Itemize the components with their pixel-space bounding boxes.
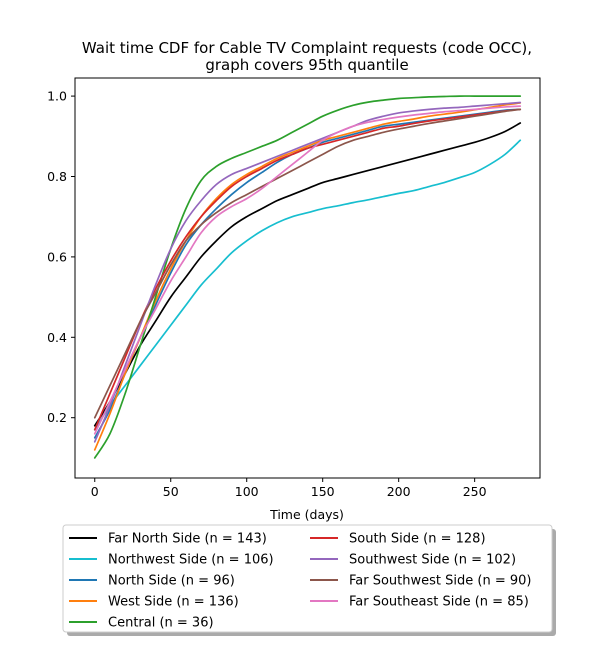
x-tick-label-5: 250 bbox=[463, 484, 487, 499]
series-line-1 bbox=[93, 139, 522, 431]
chart-title: Wait time CDF for Cable TV Complaint req… bbox=[82, 39, 532, 57]
x-axis-ticks: 0 50 100 150 200 250 bbox=[91, 478, 487, 499]
legend-label-6: Southwest Side (n = 102) bbox=[349, 553, 516, 568]
y-tick-label-1: 0.4 bbox=[47, 330, 67, 345]
y-tick-label-0: 0.2 bbox=[47, 410, 67, 425]
legend: Far North Side (n = 143) Northwest Side (… bbox=[62, 524, 556, 636]
legend-label-2: North Side (n = 96) bbox=[108, 574, 235, 589]
series-lines bbox=[93, 95, 522, 459]
x-tick-label-3: 150 bbox=[311, 484, 335, 499]
x-tick-label-1: 50 bbox=[163, 484, 179, 499]
x-tick-label-2: 100 bbox=[235, 484, 259, 499]
x-axis-label: Time (days) bbox=[269, 507, 344, 522]
series-line-3 bbox=[93, 102, 522, 451]
y-axis-ticks: 0.2 0.4 0.6 0.8 1.0 bbox=[47, 89, 75, 425]
chart-subtitle: graph covers 95th quantile bbox=[205, 56, 408, 74]
x-tick-label-0: 0 bbox=[91, 484, 99, 499]
legend-label-4: Central (n = 36) bbox=[108, 616, 214, 631]
series-line-8 bbox=[93, 105, 522, 435]
legend-label-7: Far Southwest Side (n = 90) bbox=[349, 574, 531, 589]
legend-label-8: Far Southeast Side (n = 85) bbox=[349, 595, 529, 610]
legend-label-1: Northwest Side (n = 106) bbox=[108, 553, 274, 568]
legend-label-3: West Side (n = 136) bbox=[108, 595, 239, 610]
series-line-0 bbox=[93, 122, 522, 427]
y-tick-label-2: 0.6 bbox=[47, 249, 67, 264]
series-line-4 bbox=[93, 95, 522, 459]
x-tick-label-4: 200 bbox=[387, 484, 411, 499]
plot-frame bbox=[74, 77, 541, 479]
series-line-7 bbox=[93, 108, 522, 419]
y-tick-label-3: 0.8 bbox=[47, 169, 67, 184]
legend-label-5: South Side (n = 128) bbox=[349, 532, 486, 547]
legend-box bbox=[62, 524, 553, 633]
series-line-5 bbox=[93, 108, 522, 431]
series-line-6 bbox=[93, 101, 522, 443]
y-tick-label-4: 1.0 bbox=[47, 89, 67, 104]
legend-label-0: Far North Side (n = 143) bbox=[108, 532, 267, 547]
